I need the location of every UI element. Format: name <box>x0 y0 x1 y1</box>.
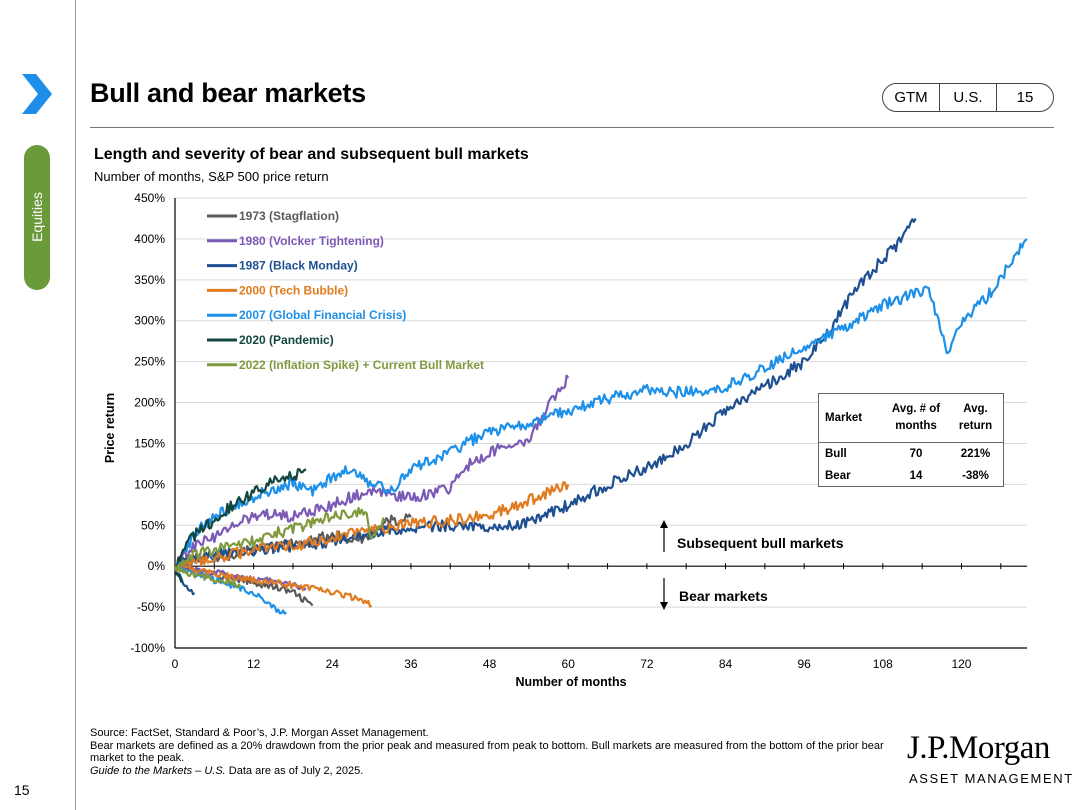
bull-annotation: Subsequent bull markets <box>677 535 844 551</box>
bear-arrow-head <box>660 602 668 610</box>
section-tab[interactable] <box>24 145 50 290</box>
legend-label: 2022 (Inflation Spike) + Current Bull Ma… <box>239 358 484 372</box>
x-tick-label: 108 <box>873 657 893 671</box>
y-tick-label: 100% <box>134 477 165 491</box>
definition-note: Bear markets are defined as a 20% drawdo… <box>90 739 884 765</box>
table-row: Bear 14 -38% <box>819 465 1003 487</box>
y-tick-label: 150% <box>134 436 165 450</box>
chevron-right-icon <box>22 74 52 114</box>
table-header-market: Market <box>819 394 884 443</box>
y-tick-label: 300% <box>134 314 165 328</box>
x-tick-label: 36 <box>404 657 418 671</box>
jpmorgan-logo: J.P.Morgan <box>907 730 1050 766</box>
series-line-bear <box>173 564 242 589</box>
legend-label: 2000 (Tech Bubble) <box>239 283 348 297</box>
series-line-bear <box>173 563 287 615</box>
y-tick-label: -50% <box>137 600 165 614</box>
x-tick-label: 96 <box>797 657 811 671</box>
source-note: Source: FactSet, Standard & Poor’s, J.P.… <box>90 727 429 739</box>
y-tick-label: 250% <box>134 355 165 369</box>
date-note: Guide to the Markets – U.S. Data are as … <box>90 765 900 778</box>
tag-page: 15 <box>1016 89 1034 106</box>
y-axis-label: Price return <box>103 393 117 463</box>
y-tick-label: -100% <box>130 641 165 655</box>
page-number: 15 <box>14 782 30 798</box>
table-cell-market: Bull <box>825 448 847 460</box>
gtm-label: Guide to the Markets – U.S. <box>90 764 226 777</box>
x-tick-label: 12 <box>247 657 261 671</box>
table-cell-return: 221% <box>960 448 991 460</box>
title-rule <box>90 127 1054 128</box>
series-line-bull <box>173 374 570 572</box>
table-header-return: Avg. return <box>948 394 1003 443</box>
x-tick-label: 72 <box>640 657 654 671</box>
series-line-bear <box>173 563 373 608</box>
x-tick-label: 120 <box>951 657 971 671</box>
legend-label: 1980 (Volcker Tightening) <box>239 234 384 248</box>
series-line-bull <box>174 238 1028 571</box>
x-tick-label: 60 <box>562 657 576 671</box>
table-cell-return: -38% <box>962 470 989 482</box>
y-tick-label: 450% <box>134 191 165 205</box>
y-tick-label: 50% <box>141 518 165 532</box>
y-tick-label: 200% <box>134 396 165 410</box>
y-tick-label: 400% <box>134 232 165 246</box>
legend-label: 1987 (Black Monday) <box>239 259 358 273</box>
page-title: Bull and bear markets <box>90 78 366 108</box>
tag-gtm: GTM <box>894 89 928 106</box>
x-tick-label: 48 <box>483 657 497 671</box>
legend-label: 1973 (Stagflation) <box>239 209 339 223</box>
table-header-months: Avg. # of months <box>884 394 948 443</box>
tag-divider <box>939 83 940 112</box>
chart-title: Length and severity of bear and subseque… <box>94 146 529 163</box>
series-line-bull <box>174 468 307 570</box>
legend-label: 2007 (Global Financial Crisis) <box>239 308 406 322</box>
x-tick-label: 0 <box>172 657 179 671</box>
tag-region: U.S. <box>953 89 983 106</box>
header-tag-group: GTM U.S. 15 <box>882 83 1054 112</box>
y-tick-label: 0% <box>148 559 166 573</box>
bull-arrow-head <box>660 520 668 528</box>
table-cell-market: Bear <box>825 470 851 482</box>
y-tick-label: 350% <box>134 273 165 287</box>
x-tick-label: 24 <box>326 657 340 671</box>
x-axis-label: Number of months <box>515 675 626 689</box>
series-line-bear <box>173 564 314 607</box>
tag-divider <box>996 83 997 112</box>
margin-line <box>75 0 76 810</box>
bear-annotation: Bear markets <box>679 588 768 604</box>
series-line-bull <box>173 481 570 573</box>
table-row: Bull 70 221% <box>819 443 1003 466</box>
chart-subtitle: Number of months, S&P 500 price return <box>94 169 329 184</box>
date-text: Data are as of July 2, 2025. <box>225 764 364 777</box>
summary-table: Market Avg. # of months Avg. return Bull… <box>818 393 1004 487</box>
asset-management-label: ASSET MANAGEMENT <box>909 771 1074 786</box>
series-line-bull <box>173 506 386 572</box>
line-chart: -100% -50% 0% 50% 100% 150% 200% 250% 300% 350% 40… <box>103 191 1028 689</box>
footer-notes: Source: FactSet, Standard & Poor’s, J.P.… <box>90 727 900 777</box>
x-tick-label: 84 <box>719 657 733 671</box>
table-cell-months: 14 <box>909 470 923 482</box>
legend-label: 2020 (Pandemic) <box>239 333 334 347</box>
table-cell-months: 70 <box>909 448 923 460</box>
